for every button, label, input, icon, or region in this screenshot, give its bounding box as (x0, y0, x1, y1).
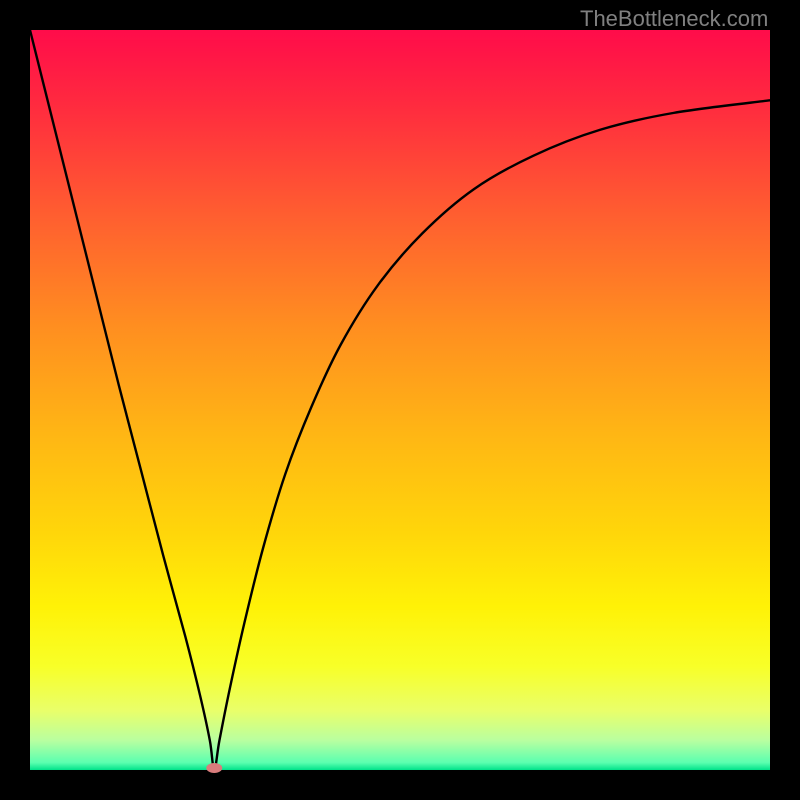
watermark-text: TheBottleneck.com (580, 6, 768, 32)
min-marker (206, 763, 222, 773)
chart-svg-layer (0, 0, 800, 800)
bottleneck-curve (30, 30, 770, 770)
